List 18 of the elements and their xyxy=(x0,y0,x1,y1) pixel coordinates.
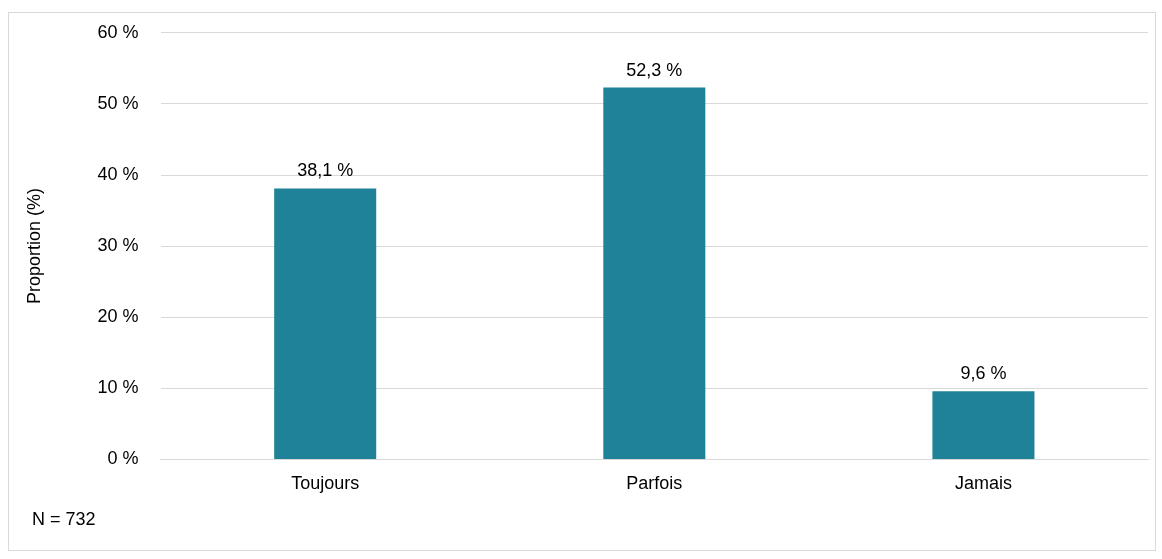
bar xyxy=(274,188,377,459)
y-tick-label: 30 % xyxy=(97,235,139,256)
bar xyxy=(603,87,706,459)
x-tick-label: Jamais xyxy=(954,473,1012,494)
y-axis-title: Proportion (%) xyxy=(23,188,44,305)
x-tick-label: Toujours xyxy=(291,473,360,494)
text: N = 732 xyxy=(32,508,96,529)
y-tick-label: 10 % xyxy=(97,377,139,398)
y-tick-label: 60 % xyxy=(97,21,139,42)
data-label: 52,3 % xyxy=(626,59,683,80)
y-tick-label: 50 % xyxy=(97,92,139,113)
x-tick-label: Parfois xyxy=(626,473,683,494)
y-tick-label: 20 % xyxy=(97,306,139,327)
y-tick-label: 40 % xyxy=(97,163,139,184)
data-label: 9,6 % xyxy=(960,363,1007,384)
data-label: 38,1 % xyxy=(297,160,354,181)
y-tick-label: 0 % xyxy=(107,448,139,469)
bar xyxy=(932,391,1035,459)
